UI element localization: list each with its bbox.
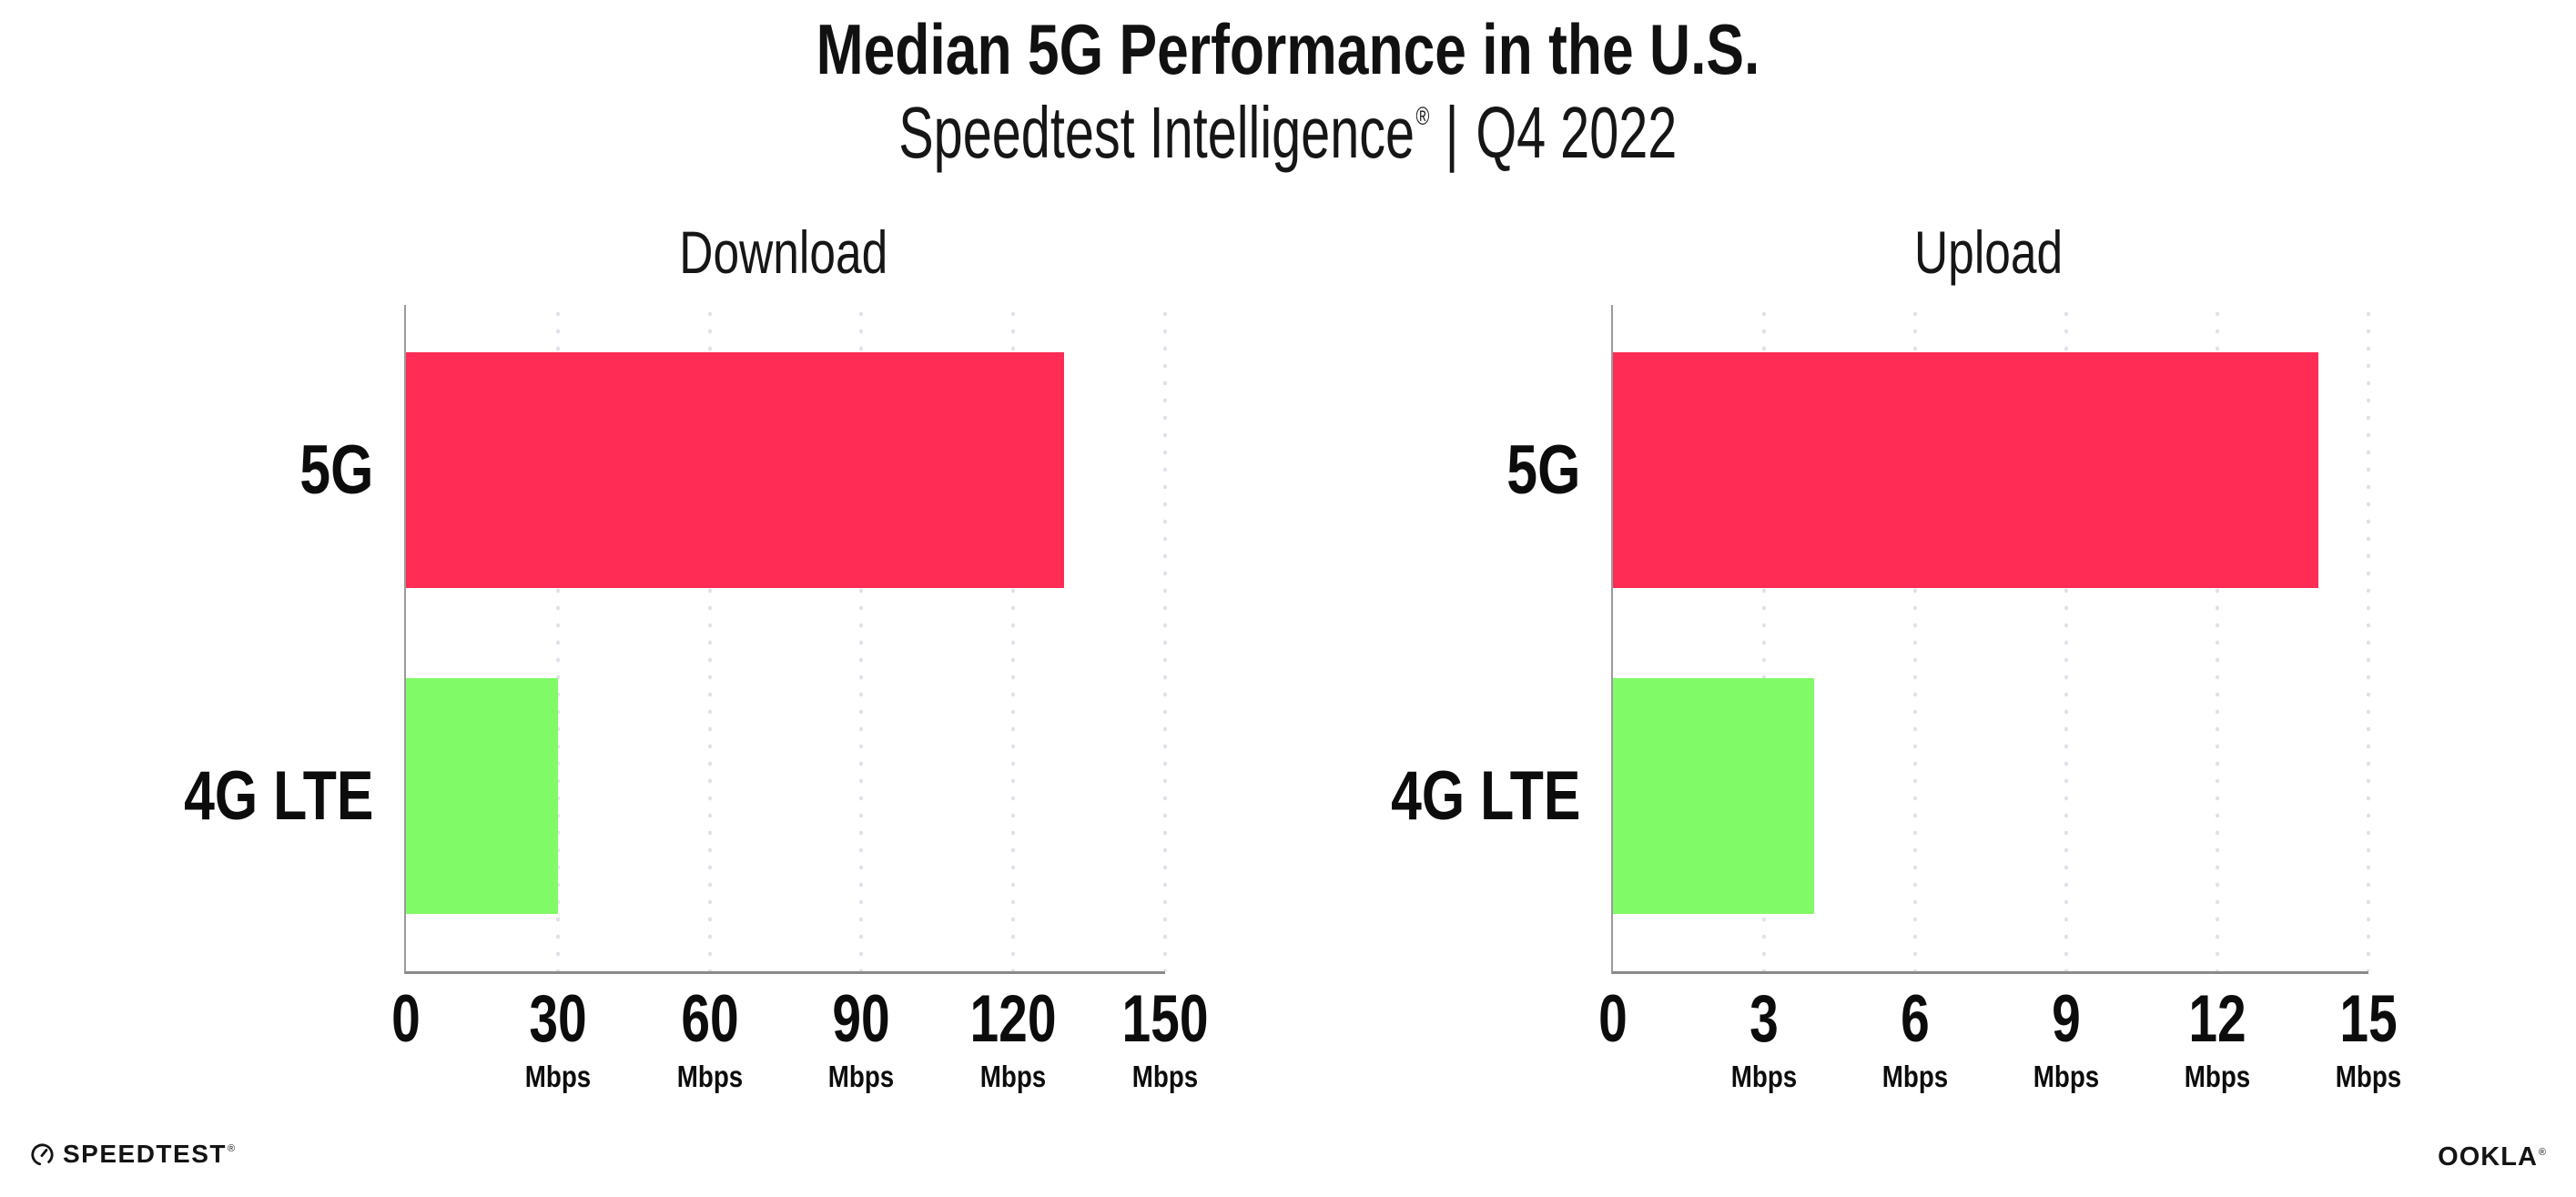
tick-value: 150: [1121, 982, 1209, 1056]
axis-tick: 120 Mbps: [877, 986, 1150, 1091]
axis-tick: 30 Mbps: [421, 986, 695, 1091]
axis-tick: 150 Mbps: [1029, 986, 1302, 1091]
gridline: [707, 305, 712, 971]
gridline: [2216, 305, 2219, 971]
axis-tick: 6 Mbps: [1779, 986, 2052, 1091]
ookla-registered-mark-icon: ®: [2538, 1146, 2546, 1158]
registered-trademark-icon: ®: [1415, 102, 1430, 131]
tick-value: 120: [969, 982, 1057, 1056]
speedtest-logo: SPEEDTEST ®: [30, 1140, 236, 1169]
axis-tick: 9 Mbps: [1930, 986, 2203, 1091]
tick-value: 0: [1598, 982, 1628, 1056]
gridline: [1163, 305, 1167, 971]
category-label: 5G: [0, 352, 373, 588]
category-label-text: 5G: [1506, 431, 1580, 509]
bar-4g-lte: [406, 678, 558, 914]
upload-chart-title-text: Upload: [1914, 218, 2064, 286]
axis-tick: 90 Mbps: [725, 986, 998, 1091]
tick-value: 90: [832, 982, 891, 1056]
category-label-text: 4G LTE: [1390, 756, 1580, 835]
tick-value: 9: [2052, 982, 2081, 1056]
tick-value: 6: [1901, 982, 1930, 1056]
gridline: [2367, 305, 2370, 971]
axis-tick: 15 Mbps: [2232, 986, 2505, 1091]
bar-4g-lte: [1613, 678, 1815, 914]
subtitle-period: Q4 2022: [1476, 92, 1678, 173]
page-title-text: Median 5G Performance in the U.S.: [816, 9, 1760, 89]
tick-value: 0: [391, 982, 421, 1056]
tick-unit: Mbps: [524, 1060, 591, 1093]
speedtest-logo-text: SPEEDTEST: [63, 1140, 227, 1168]
tick-unit: Mbps: [1730, 1060, 1798, 1093]
download-chart-plot: 0 30 Mbps 60 Mbps 90 Mbps 120 Mbps 150 Mbps 5G 4G LT…: [184, 305, 1209, 1091]
bar-5g: [406, 352, 1064, 588]
axis-tick: 60 Mbps: [573, 986, 847, 1091]
tick-unit: Mbps: [676, 1060, 743, 1093]
gridline: [1011, 305, 1016, 971]
speedtest-gauge-icon: [31, 1142, 54, 1166]
page-subtitle-text: Speedtest Intelligence® | Q4 2022: [898, 95, 1677, 171]
gridline: [859, 305, 864, 971]
upload-chart-title: Upload: [1611, 222, 2367, 282]
tick-value: 60: [680, 982, 739, 1056]
subtitle-brand: Speedtest Intelligence: [898, 92, 1415, 173]
bar-5g: [1613, 352, 2318, 588]
gridline: [2064, 305, 2068, 971]
gridline: [555, 305, 560, 971]
tick-unit: Mbps: [979, 1060, 1047, 1093]
axis-tick: 0: [269, 986, 543, 1052]
tick-value: 12: [2188, 982, 2246, 1056]
category-label: 4G LTE: [0, 678, 373, 914]
ookla-logo: OOKLA ®: [2438, 1142, 2546, 1172]
axis-tick: 3 Mbps: [1628, 986, 1901, 1091]
category-label-text: 4G LTE: [183, 756, 373, 835]
gridline: [1762, 305, 1766, 971]
upload-chart-plot: 0 3 Mbps 6 Mbps 9 Mbps 12 Mbps 15 Mbps 5G 4G LTE: [1391, 305, 2401, 1091]
ookla-logo-text: OOKLA: [2438, 1142, 2538, 1172]
tick-unit: Mbps: [2335, 1060, 2402, 1093]
tick-unit: Mbps: [2184, 1060, 2251, 1093]
tick-value: 15: [2339, 982, 2398, 1056]
tick-unit: Mbps: [2033, 1060, 2100, 1093]
subtitle-separator: |: [1445, 92, 1459, 173]
category-label: 4G LTE: [1198, 678, 1580, 914]
tick-value: 3: [1749, 982, 1779, 1056]
axis-tick: 0: [1476, 986, 1749, 1052]
tick-unit: Mbps: [828, 1060, 895, 1093]
category-label: 5G: [1198, 352, 1580, 588]
speedtest-registered-mark-icon: ®: [227, 1143, 236, 1154]
tick-value: 30: [529, 982, 587, 1056]
page-subtitle: Speedtest Intelligence® | Q4 2022: [0, 95, 2576, 171]
axis-tick: 12 Mbps: [2081, 986, 2354, 1091]
gridline: [1913, 305, 1917, 971]
download-chart-title-text: Download: [679, 218, 888, 286]
category-label-text: 5G: [299, 431, 373, 509]
tick-unit: Mbps: [1881, 1060, 1949, 1093]
download-chart-title: Download: [404, 222, 1163, 282]
page-title: Median 5G Performance in the U.S.: [0, 9, 2576, 89]
tick-unit: Mbps: [1131, 1060, 1199, 1093]
